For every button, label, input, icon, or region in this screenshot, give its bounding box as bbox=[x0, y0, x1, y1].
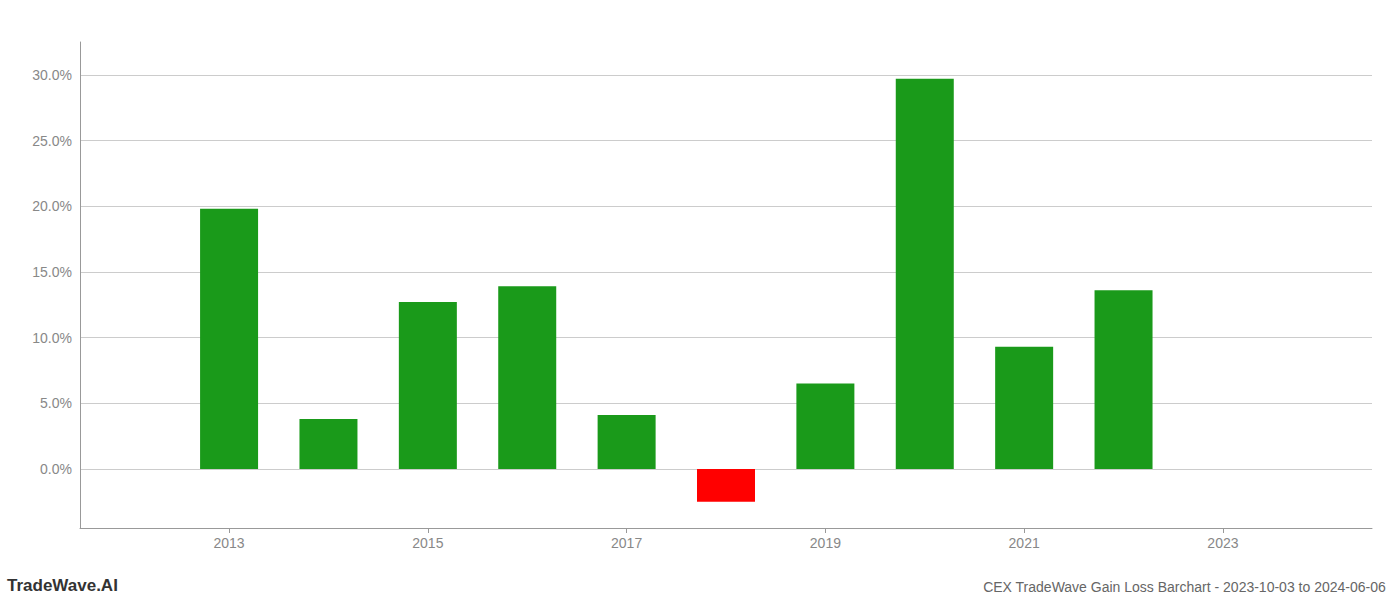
svg-text:15.0%: 15.0% bbox=[32, 264, 72, 280]
svg-text:2023: 2023 bbox=[1207, 535, 1238, 551]
svg-text:5.0%: 5.0% bbox=[40, 395, 72, 411]
svg-text:25.0%: 25.0% bbox=[32, 133, 72, 149]
svg-text:TradeWave.AI: TradeWave.AI bbox=[7, 576, 118, 595]
svg-text:0.0%: 0.0% bbox=[40, 461, 72, 477]
svg-text:2013: 2013 bbox=[213, 535, 244, 551]
svg-text:10.0%: 10.0% bbox=[32, 330, 72, 346]
svg-text:2015: 2015 bbox=[412, 535, 443, 551]
svg-text:2017: 2017 bbox=[611, 535, 642, 551]
svg-text:2019: 2019 bbox=[810, 535, 841, 551]
svg-text:CEX TradeWave Gain Loss Barcha: CEX TradeWave Gain Loss Barchart - 2023-… bbox=[983, 579, 1386, 595]
svg-text:30.0%: 30.0% bbox=[32, 67, 72, 83]
svg-text:20.0%: 20.0% bbox=[32, 198, 72, 214]
svg-text:2021: 2021 bbox=[1009, 535, 1040, 551]
